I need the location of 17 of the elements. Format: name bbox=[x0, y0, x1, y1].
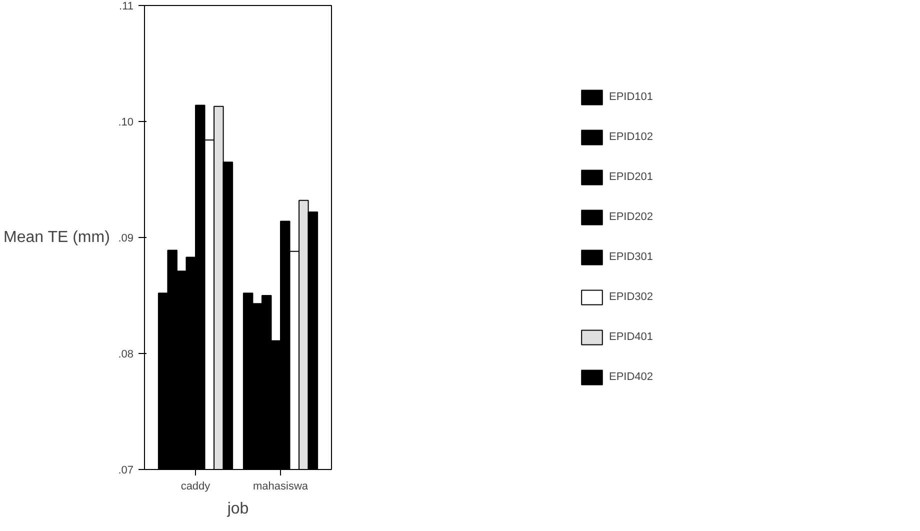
legend-label: EPID402 bbox=[608, 371, 654, 383]
x-tick-label: caddy bbox=[180, 480, 211, 492]
y-tick-label: .09 bbox=[118, 232, 134, 244]
legend-label: EPID101 bbox=[608, 91, 654, 103]
legend-label: EPID102 bbox=[608, 131, 654, 143]
legend-label: EPID301 bbox=[608, 251, 654, 263]
y-tick-label: .07 bbox=[118, 464, 134, 476]
y-axis-title: Mean TE (mm) bbox=[4, 229, 110, 246]
y-tick-label: .10 bbox=[118, 116, 134, 128]
x-axis-title: job bbox=[226, 500, 249, 518]
legend-label: EPID202 bbox=[608, 211, 654, 223]
x-tick-label: mahasiswa bbox=[252, 480, 309, 492]
y-tick-label: .11 bbox=[119, 0, 134, 12]
legend-label: EPID401 bbox=[608, 331, 654, 343]
legend-label: EPID201 bbox=[608, 171, 654, 183]
y-tick-label: .08 bbox=[118, 348, 134, 360]
legend-label: EPID302 bbox=[608, 291, 654, 303]
